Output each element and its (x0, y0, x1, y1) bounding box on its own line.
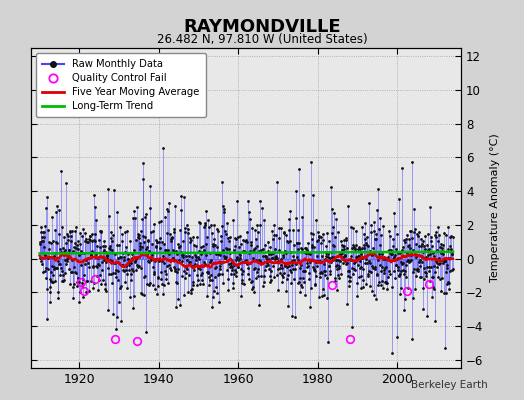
Y-axis label: Temperature Anomaly (°C): Temperature Anomaly (°C) (490, 134, 500, 282)
Legend: Raw Monthly Data, Quality Control Fail, Five Year Moving Average, Long-Term Tren: Raw Monthly Data, Quality Control Fail, … (37, 53, 206, 117)
Text: Berkeley Earth: Berkeley Earth (411, 380, 487, 390)
Text: RAYMONDVILLE: RAYMONDVILLE (183, 18, 341, 36)
Text: 26.482 N, 97.810 W (United States): 26.482 N, 97.810 W (United States) (157, 33, 367, 46)
